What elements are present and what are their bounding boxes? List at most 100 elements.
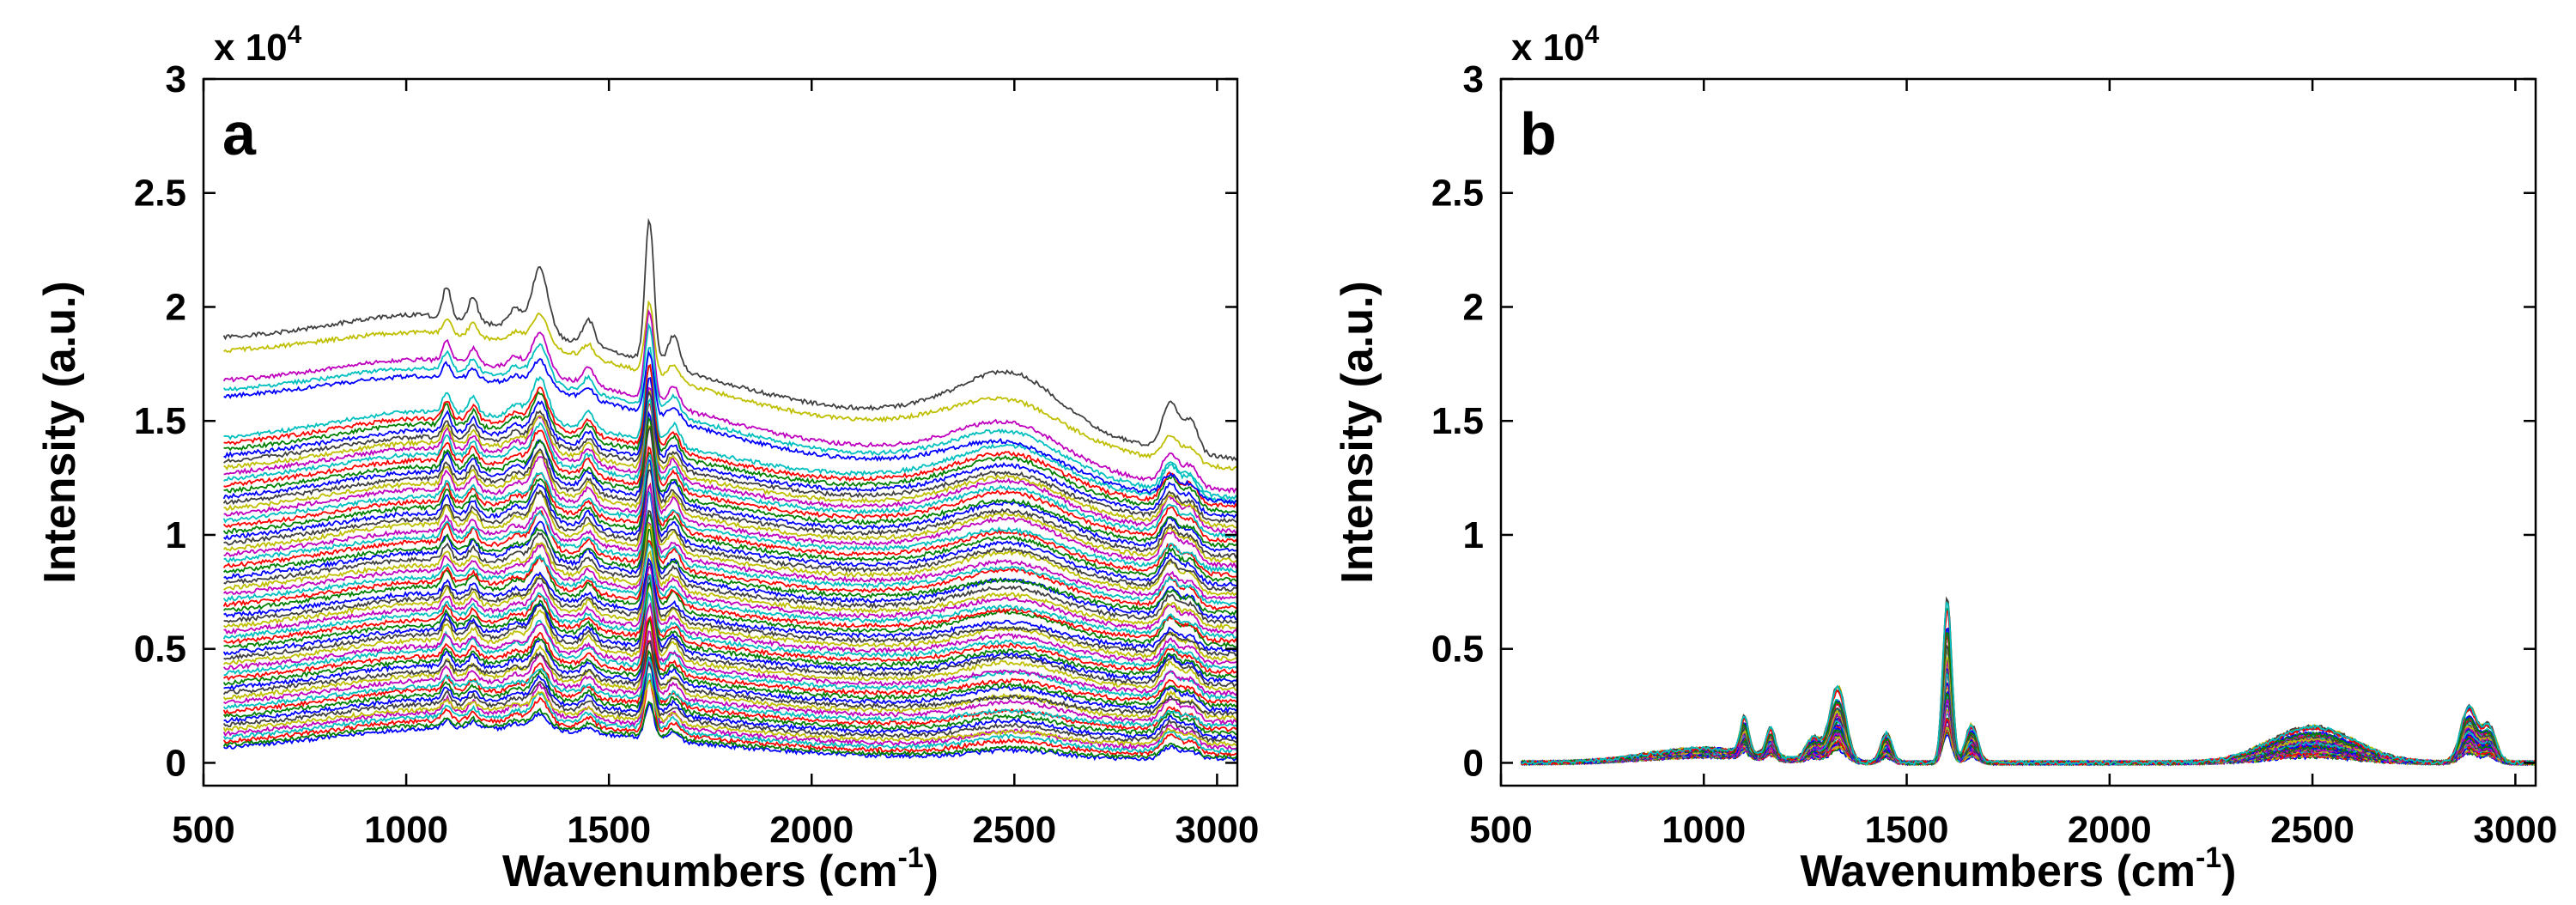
spectrum-57: [223, 376, 1237, 519]
spectrum-55: [1520, 597, 2536, 767]
y-tick-label: 1.5: [134, 400, 186, 442]
x-tick-label: 3000: [1175, 809, 1259, 851]
spectrum-21: [223, 573, 1237, 688]
spectrum-37: [222, 513, 1237, 616]
x-axis-label: Wavenumbers (cm-1): [502, 841, 939, 896]
spectrum-33: [223, 521, 1237, 635]
spectrum-12: [223, 630, 1237, 726]
spectrum-9: [222, 649, 1237, 737]
spectrum-35: [1520, 651, 2536, 767]
y-axis-label: Intensity (a.u.): [1333, 281, 1382, 583]
spectrum-47: [223, 425, 1237, 569]
spectrum-55: [223, 390, 1237, 529]
spectrum-20: [222, 584, 1237, 692]
spectrum-45: [222, 446, 1237, 578]
spectrum-46: [1520, 647, 2536, 767]
chart-panel-a: 500 1000 1500 2000 2500 3000 0 0.5 1 1.5 2 2.5 3 x 10…: [35, 21, 1259, 896]
x-tick-label: 1000: [1662, 809, 1746, 851]
y-tick-label: 2: [1463, 286, 1484, 328]
x-axis-label-end: ): [2221, 847, 2236, 896]
y-tick-label: 3: [166, 58, 186, 100]
spectrum-18: [223, 591, 1237, 701]
spectrum-57: [1520, 627, 2536, 767]
spectrum-39: [223, 491, 1237, 607]
x-axis-label-sup: -1: [2196, 841, 2221, 874]
y-scale-multiplier: x 104: [1511, 21, 1600, 69]
y-scale-exponent: 4: [288, 21, 302, 49]
spectrum-25: [222, 574, 1237, 671]
x-tick-label: 1000: [364, 809, 448, 851]
spectrum-49: [1521, 643, 2536, 767]
x-tick-label: 2500: [972, 809, 1056, 851]
spectrum-44: [222, 451, 1237, 583]
y-axis-label: Intensity (a.u.): [35, 281, 85, 583]
panel-letter: a: [222, 100, 257, 167]
x-axis-label: Wavenumbers (cm-1): [1801, 841, 2237, 896]
y-scale-base: x 10: [1511, 27, 1585, 69]
spectrum-36: [223, 489, 1237, 621]
spectrum-38: [222, 482, 1237, 610]
spectrum-top-2: [223, 300, 1237, 471]
spectrum-7: [222, 662, 1237, 744]
spectrum-top-1: [222, 217, 1237, 462]
x-tick-label: 500: [172, 809, 234, 851]
x-axis-label-main: Wavenumbers (cm: [502, 847, 897, 896]
spectrum-40: [223, 483, 1237, 601]
y-scale-multiplier: x 104: [214, 21, 302, 69]
spectrum-10: [222, 640, 1237, 732]
spectrum-50: [222, 410, 1237, 553]
x-tick-label: 3000: [2473, 809, 2557, 851]
spectrum-54: [223, 386, 1237, 535]
spectrum-53: [223, 397, 1237, 539]
y-tick-label: 1.5: [1431, 400, 1484, 442]
spectrum-59: [1520, 609, 2536, 767]
y-tick-label: 0.5: [134, 629, 186, 671]
spectrum-46: [222, 453, 1237, 574]
axes-box: [1499, 77, 2537, 787]
spectrum-11: [222, 655, 1237, 729]
y-scale-exponent: 4: [1585, 21, 1600, 49]
spectrum-27: [223, 550, 1237, 662]
spectrum-52: [223, 403, 1237, 544]
y-tick-label: 0: [166, 742, 186, 784]
spectrum-16: [222, 616, 1237, 708]
spectrum-58: [1520, 632, 2536, 767]
spectrum-2: [222, 701, 1237, 760]
spectrum-top-5: [223, 349, 1237, 506]
spectrum-59: [223, 363, 1237, 509]
x-tick-label: 1500: [1865, 809, 1949, 851]
spectrum-43: [222, 458, 1237, 587]
y-tick-label: 1: [1463, 514, 1484, 556]
spectrum-50: [1521, 607, 2536, 767]
x-axis-label-main: Wavenumbers (cm: [1801, 847, 2196, 896]
spectrum-22: [222, 580, 1237, 683]
spectrum-35: [223, 509, 1237, 624]
x-axis-label-end: ): [924, 847, 939, 896]
spectrum-29: [223, 557, 1237, 653]
y-tick-label: 2.5: [1431, 173, 1484, 215]
spectrum-30: [222, 528, 1237, 648]
spectrum-53: [1520, 628, 2536, 767]
y-scale-base: x 10: [214, 27, 288, 69]
spectrum-14: [222, 640, 1237, 717]
series-group: [1520, 596, 2536, 767]
spectrum-54: [1521, 631, 2536, 767]
spectrum-3: [222, 678, 1237, 756]
spectrum-58: [223, 364, 1237, 513]
x-tick-label: 2000: [769, 809, 854, 851]
spectrum-52: [1520, 633, 2536, 766]
spectrum-19: [222, 602, 1237, 697]
chart-panel-b: 500 1000 1500 2000 2500 3000 0 0.5 1 1.5 2 2.5 3 x 10…: [1333, 21, 2557, 896]
spectrum-4: [222, 672, 1237, 754]
x-tick-label: 2500: [2270, 809, 2354, 851]
spectrum-60: [1521, 601, 2536, 767]
y-tick-label: 2.5: [134, 173, 186, 215]
spectrum-31: [222, 539, 1237, 644]
panel-letter: b: [1520, 100, 1557, 167]
spectrum-17: [223, 615, 1237, 704]
spectrum-42: [223, 469, 1237, 592]
spectrum-56: [223, 390, 1237, 524]
spectrum-23: [223, 580, 1237, 679]
y-tick-label: 2: [166, 286, 186, 328]
